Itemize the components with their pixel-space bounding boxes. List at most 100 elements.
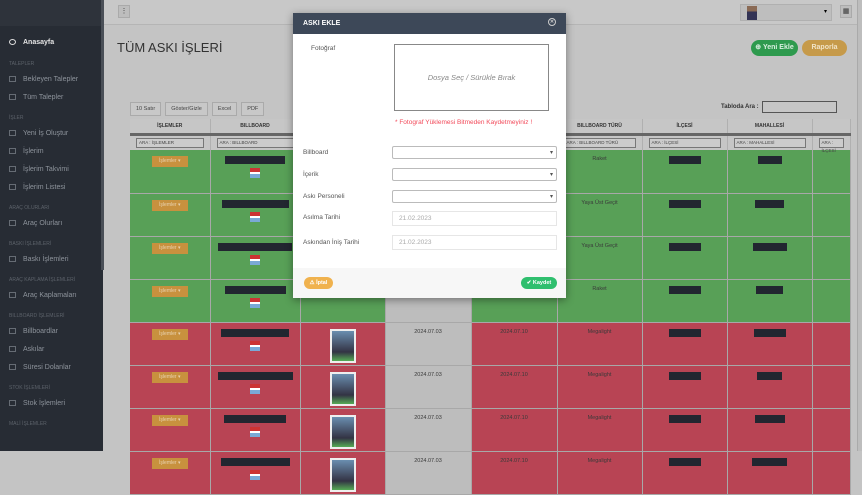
content-select[interactable]	[392, 168, 557, 181]
menu-item-icon	[9, 346, 16, 352]
photo-cell	[300, 322, 386, 366]
sidebar-item[interactable]: Billboardlar	[0, 322, 103, 340]
operations-dropdown[interactable]: İşlemler ▾	[151, 285, 188, 297]
table-search-label: Tabloda Ara :	[721, 104, 759, 110]
flag-icon	[250, 297, 260, 308]
hang-date-input[interactable]: 21.02.2023	[392, 211, 557, 226]
billboard-select[interactable]	[392, 146, 557, 159]
sidebar-item[interactable]: Süresi Dolanlar	[0, 358, 103, 376]
neighborhood-cell	[727, 150, 813, 194]
sidebar-item[interactable]: Askılar	[0, 340, 103, 358]
neighborhood-cell	[727, 365, 813, 409]
column-header[interactable]: BILLBOARD	[210, 119, 301, 136]
extra-cell	[812, 279, 851, 323]
sidebar-item[interactable]: Stok İşlemleri	[0, 394, 103, 412]
hang-date-label: Asılma Tarihi	[303, 214, 341, 221]
billboard-type: Megalight	[557, 408, 643, 452]
district-cell	[642, 365, 728, 409]
user-menu[interactable]: ▾	[740, 4, 832, 21]
close-icon[interactable]: ✕	[548, 18, 556, 26]
photo-thumbnail[interactable]	[329, 457, 356, 492]
table-search-input[interactable]	[762, 101, 837, 113]
flag-icon	[250, 254, 260, 265]
sidebar-item[interactable]: Araç Olurları	[0, 214, 103, 232]
operations-dropdown[interactable]: İşlemler ▾	[151, 457, 188, 469]
billboard-cell	[210, 193, 301, 237]
sidebar-item[interactable]: Bekleyen Talepler	[0, 70, 103, 88]
sidebar-section-title: BILLBOARD İŞLEMLERİ	[9, 313, 65, 319]
filter-input[interactable]: ARA : BILLBOARD TÜRÜ	[563, 137, 636, 148]
extra-cell	[812, 408, 851, 452]
billboard-type: Megalight	[557, 322, 643, 366]
district-cell	[642, 322, 728, 366]
report-button[interactable]: Raporla	[802, 40, 847, 56]
neighborhood-cell	[727, 279, 813, 323]
column-header[interactable]: BILLBOARD TÜRÜ	[557, 119, 643, 136]
photo-thumbnail[interactable]	[329, 414, 356, 449]
operations-dropdown[interactable]: İşlemler ▾	[151, 242, 188, 254]
filter-input[interactable]: ARA : İŞLEMLER	[136, 137, 204, 148]
sidebar-item[interactable]: İşlerim Takvimi	[0, 160, 103, 178]
modal-title: ASKI EKLE	[303, 20, 341, 27]
menu-item-icon	[9, 94, 16, 100]
redacted-text	[756, 285, 783, 294]
sidebar-item-home[interactable]: Anasayfa	[0, 32, 103, 52]
remove-date-label: Askından İniş Tarihi	[303, 239, 360, 246]
end-date: 2024.07.10	[471, 365, 558, 409]
filter-input[interactable]: ARA : İLÇESİ	[818, 137, 844, 153]
redacted-text	[668, 156, 701, 164]
column-filter: ARA : İLÇESİ	[812, 134, 851, 153]
filter-input[interactable]: ARA : İLÇESİ	[648, 137, 721, 148]
column-header[interactable]	[812, 119, 851, 136]
menu-item-icon	[9, 184, 16, 190]
billboard-type: Yaya Üst Geçit	[557, 236, 643, 280]
menu-item-icon	[9, 220, 16, 226]
photo-label: Fotoğraf	[311, 45, 336, 52]
sidebar-item[interactable]: İşlerim Listesi	[0, 178, 103, 196]
sidebar-item[interactable]: Araç Kaplamaları	[0, 286, 103, 304]
operations-dropdown[interactable]: İşlemler ▾	[151, 199, 188, 211]
photo-cell	[300, 451, 386, 495]
operations-dropdown[interactable]: İşlemler ▾	[151, 414, 188, 426]
sidebar-item-label: Süresi Dolanlar	[23, 363, 71, 371]
photo-dropzone[interactable]: Dosya Seç / Sürükle Bırak	[394, 44, 549, 111]
grid-icon[interactable]: ▦	[840, 5, 852, 18]
column-filter: ARA : MAHALLESİ	[727, 134, 813, 150]
redacted-text	[225, 156, 285, 164]
filter-input[interactable]: ARA : BILLBOARD	[216, 137, 294, 148]
staff-select[interactable]	[392, 190, 557, 203]
page-title: TÜM ASKI İŞLERİ	[117, 40, 223, 55]
rows-button[interactable]: 10 Satır	[130, 102, 162, 116]
column-header[interactable]: İŞLEMLER	[130, 119, 211, 136]
sidebar-item[interactable]: Yeni İş Oluştur	[0, 124, 103, 142]
column-filter: ARA : BILLBOARD	[210, 134, 301, 150]
ops-cell: İşlemler ▾	[130, 322, 211, 366]
redacted-text	[757, 371, 782, 380]
add-new-button[interactable]: ⊕ Yeni Ekle	[751, 40, 798, 56]
column-header[interactable]: İLÇESİ	[642, 119, 728, 136]
sidebar-item[interactable]: Baskı İşlemleri	[0, 250, 103, 268]
menu-toggle-button[interactable]: ⋮	[118, 5, 130, 18]
photo-thumbnail[interactable]	[329, 371, 356, 406]
excel-button[interactable]: Excel	[211, 102, 238, 116]
sidebar-scrollbar[interactable]	[101, 0, 104, 270]
sidebar-item[interactable]: İşlerim	[0, 142, 103, 160]
show-hide-button[interactable]: Göster/Gizle	[165, 102, 208, 116]
operations-dropdown[interactable]: İşlemler ▾	[151, 328, 188, 340]
filter-input[interactable]: ARA : MAHALLESİ	[733, 137, 806, 148]
billboard-cell	[210, 236, 301, 280]
pdf-button[interactable]: PDF	[241, 102, 265, 116]
cancel-button[interactable]: ⚠ İptal	[304, 277, 333, 289]
sidebar-section-title: TALEPLER	[9, 61, 35, 67]
save-button[interactable]: ✔ Kaydet	[521, 277, 557, 289]
operations-dropdown[interactable]: İşlemler ▾	[151, 156, 188, 167]
remove-date-input[interactable]: 21.02.2023	[392, 235, 557, 250]
flag-icon	[250, 168, 260, 178]
redacted-text	[224, 414, 286, 423]
photo-cell	[300, 365, 386, 409]
upload-warning: * Fotograf Yüklemesi Bitmeden Kaydetmeyi…	[395, 119, 533, 126]
sidebar-item[interactable]: Tüm Talepler	[0, 88, 103, 106]
column-header[interactable]: MAHALLESİ	[727, 119, 813, 136]
operations-dropdown[interactable]: İşlemler ▾	[151, 371, 188, 383]
photo-thumbnail[interactable]	[329, 328, 356, 363]
